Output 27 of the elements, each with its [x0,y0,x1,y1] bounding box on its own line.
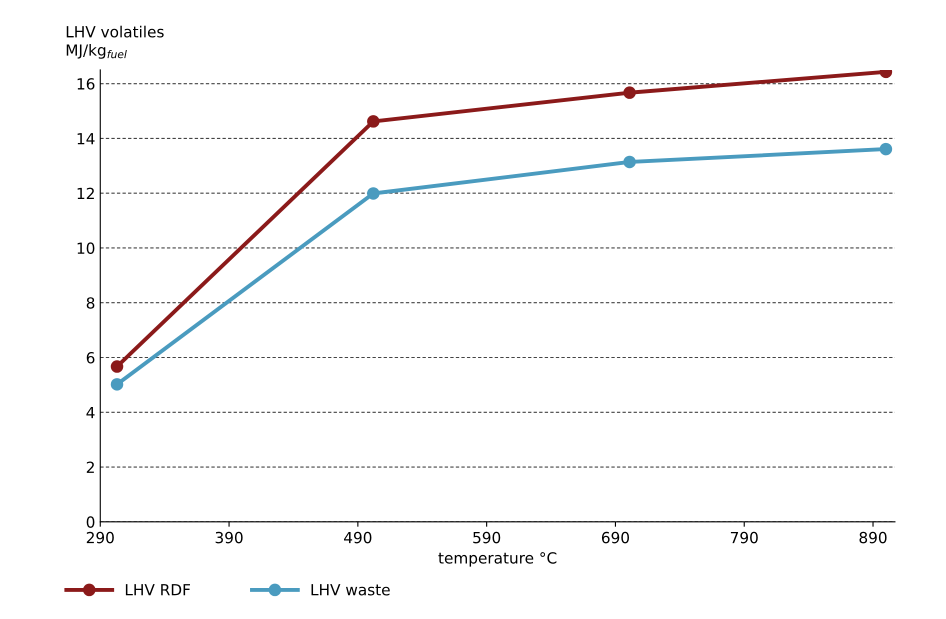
x-tick-label: 490 [344,532,372,544]
x-axis-title: temperature °C [438,552,556,567]
y-tick-label: 2 [86,462,94,473]
x-tick-label: 590 [473,532,500,544]
x-tick-label: 890 [859,532,887,544]
x-tick-label: 690 [602,532,630,544]
y-tick-label: 4 [86,406,95,418]
y-tick-label: 14 [78,133,95,144]
legend-label: LHV RDF [126,584,190,596]
point [110,360,124,373]
y-tick-label: 8 [86,297,94,309]
point [367,187,380,200]
x-tick-label: 390 [216,532,243,544]
y-tick-label: 12 [78,188,94,199]
y-tick-label: 10 [78,242,94,254]
x-tick-label: 790 [730,532,758,544]
y-tick-label: 0 [86,516,94,528]
point [623,156,636,168]
y-tick-label: 16 [78,78,94,90]
point [110,378,124,391]
point [623,86,636,99]
y-tick-label: 6 [86,352,94,364]
point [367,115,380,128]
y-axis-title: LHV volatiles MJ/kg$_{fuel}$ [66,26,164,59]
point [880,142,892,156]
x-tick-label: 290 [86,532,114,544]
legend-label: LHV waste [312,584,390,596]
